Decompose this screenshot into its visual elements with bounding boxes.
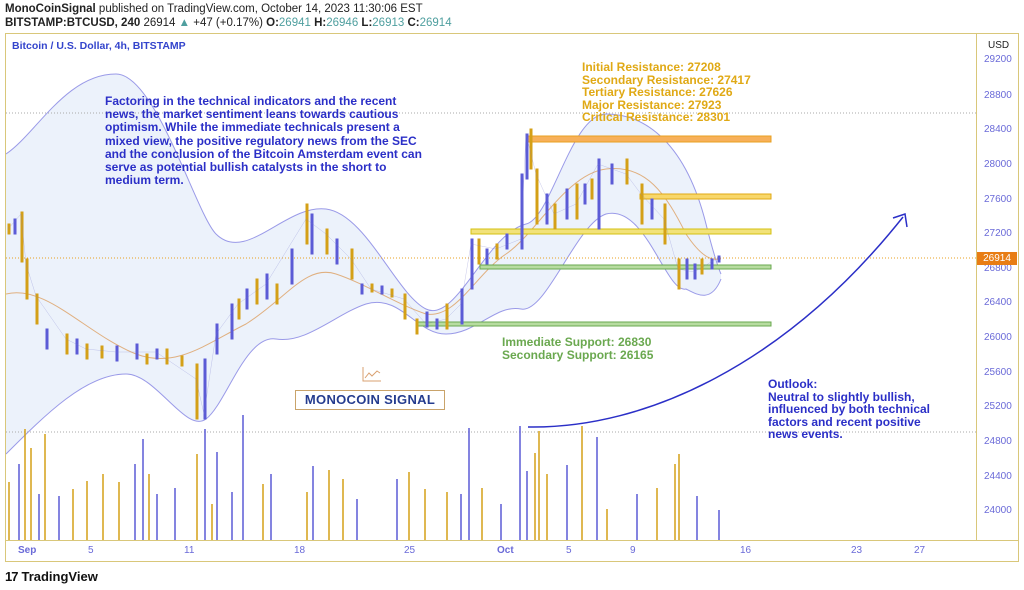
close-value: 26914: [419, 17, 452, 29]
brand-watermark: MONOCOIN SIGNAL: [295, 390, 445, 410]
price-tick: 24400: [984, 471, 1012, 482]
critical-resistance-zone: [526, 135, 772, 143]
initial-resistance-zone: [470, 228, 772, 235]
chart-symbol-title[interactable]: Bitcoin / U.S. Dollar, 4h, BITSTAMP: [12, 40, 186, 52]
resistance-level: Tertiary Resistance: 27626: [582, 85, 733, 99]
resistance-level: Critical Resistance: 28301: [582, 110, 731, 124]
bollinger-upper: [6, 73, 722, 312]
price-tick: 24000: [984, 505, 1012, 516]
price-tick: 26800: [984, 263, 1012, 274]
time-tick: Oct: [497, 545, 514, 556]
resistance-level: Major Resistance: 27923: [582, 97, 722, 112]
immediate-support-zone: [479, 264, 772, 270]
price-tick: 29200: [984, 54, 1012, 65]
low-label: L:: [361, 17, 373, 29]
high-value: 26946: [326, 17, 359, 29]
bullish-outlook-arrow: [527, 216, 904, 428]
price-tick: 24800: [984, 436, 1012, 447]
resistance-level: Secondary Resistance: 27417: [582, 72, 751, 87]
price-tick: 28400: [984, 124, 1012, 135]
time-axis[interactable]: [6, 540, 1018, 562]
outlook-text: Neutral to slightly bullish, influenced …: [768, 389, 931, 441]
chart-trend-icon: [362, 366, 382, 387]
price-tick: 28000: [984, 159, 1012, 170]
price-tick: 26400: [984, 297, 1012, 308]
chart-plot-area[interactable]: [6, 34, 976, 540]
bollinger-lower: [6, 212, 722, 455]
price-tick: 25600: [984, 367, 1012, 378]
time-tick: 5: [566, 545, 572, 556]
resistance-annotation: Initial Resistance: 27208 Secondary Resi…: [582, 61, 751, 124]
time-tick: 16: [740, 545, 752, 556]
price-axis[interactable]: [976, 34, 1019, 540]
low-value: 26913: [372, 17, 405, 29]
time-tick: Sep: [18, 545, 37, 556]
price-tick: 26000: [984, 332, 1012, 343]
publish-info: MonoCoinSignal published on TradingView.…: [5, 3, 423, 15]
tertiary-resistance-zone: [639, 193, 772, 200]
volume-bars: [8, 415, 720, 540]
symbol-info: BITSTAMP:BTCUSD, 240 26914 ▲ +47 (+0.17%…: [5, 17, 452, 29]
tradingview-logo-text: TradingView: [21, 569, 98, 584]
last-price: 26914: [143, 17, 176, 29]
high-label: H:: [314, 17, 327, 29]
candles: [7, 128, 721, 420]
tradingview-logo[interactable]: 17 TradingView: [5, 569, 98, 584]
price-tick: 25200: [984, 401, 1012, 412]
support-level: Immediate Support: 26830: [502, 335, 652, 349]
time-tick: 9: [630, 545, 636, 556]
current-price-tag: 26914: [977, 252, 1017, 265]
time-tick: 11: [184, 545, 195, 556]
candlestick-chart: [6, 73, 976, 540]
outlook-title: Outlook:: [768, 377, 818, 391]
secondary-support-zone: [417, 321, 772, 327]
support-level: Secondary Support: 26165: [502, 347, 654, 362]
tradingview-logo-icon: 17: [5, 569, 19, 584]
symbol-label: BITSTAMP:BTCUSD, 240: [5, 17, 141, 29]
open-value: 26941: [278, 17, 311, 29]
author-name[interactable]: MonoCoinSignal: [5, 3, 96, 15]
moving-average: [6, 167, 722, 359]
bollinger-band-fill: [6, 74, 721, 454]
price-tick: 27600: [984, 194, 1012, 205]
time-tick: 27: [914, 545, 926, 556]
chart-frame: [5, 33, 1019, 562]
price-tick: 27200: [984, 228, 1012, 239]
time-tick: 25: [404, 545, 416, 556]
time-tick: 18: [294, 545, 306, 556]
up-arrow-icon: ▲: [178, 17, 191, 29]
arrow-head-icon: [892, 213, 908, 228]
sentiment-annotation: Factoring in the technical indicators an…: [105, 94, 422, 188]
time-tick: 23: [851, 545, 863, 556]
open-label: O:: [266, 17, 279, 29]
close-label: C:: [407, 17, 420, 29]
price-tick: 28800: [984, 90, 1012, 101]
publish-text: published on TradingView.com, October 14…: [98, 3, 423, 15]
resistance-level: Initial Resistance: 27208: [582, 60, 721, 74]
support-annotation: Immediate Support: 26830 Secondary Suppo…: [502, 336, 653, 361]
outlook-annotation: Outlook: Neutral to slightly bullish, in…: [768, 378, 943, 441]
price-change: +47 (+0.17%): [193, 17, 263, 29]
currency-label[interactable]: USD: [988, 40, 1010, 51]
time-tick: 5: [88, 545, 94, 556]
